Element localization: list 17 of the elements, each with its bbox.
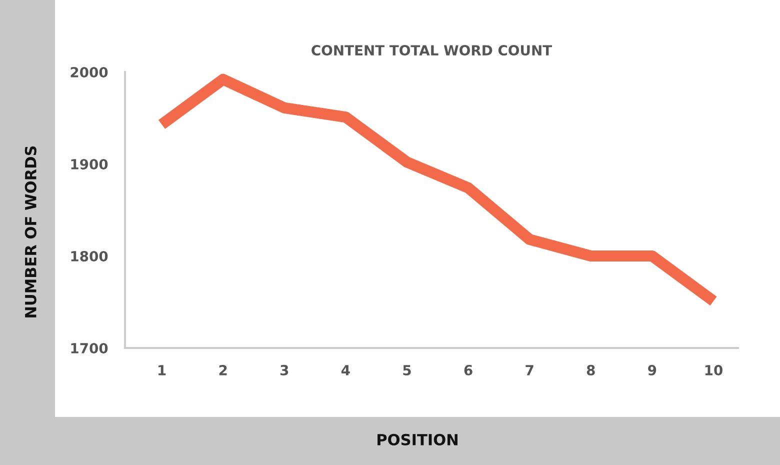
y-tick-label: 1800 (71, 250, 108, 262)
y-tick-label: 2000 (70, 66, 108, 78)
y-tick-label: 1900 (71, 158, 108, 170)
x-tick-label: 1 (158, 365, 166, 376)
x-tick-label: 8 (586, 364, 595, 376)
x-tick-label: 9 (648, 364, 656, 376)
y-axis-title: NUMBER OF WORDS (24, 146, 36, 318)
x-tick-label: 10 (705, 364, 722, 376)
y-tick-label: 1700 (71, 342, 108, 354)
x-axis-title: POSITION (378, 434, 458, 446)
x-tick-label: 2 (219, 364, 227, 376)
x-tick-label: 4 (341, 365, 350, 376)
x-tick-label: 5 (403, 365, 411, 376)
x-tick-label: 7 (526, 365, 534, 376)
x-tick-label: 3 (280, 364, 288, 376)
chart-title: CONTENT TOTAL WORD COUNT (312, 45, 552, 56)
x-tick-label: 6 (464, 364, 472, 376)
